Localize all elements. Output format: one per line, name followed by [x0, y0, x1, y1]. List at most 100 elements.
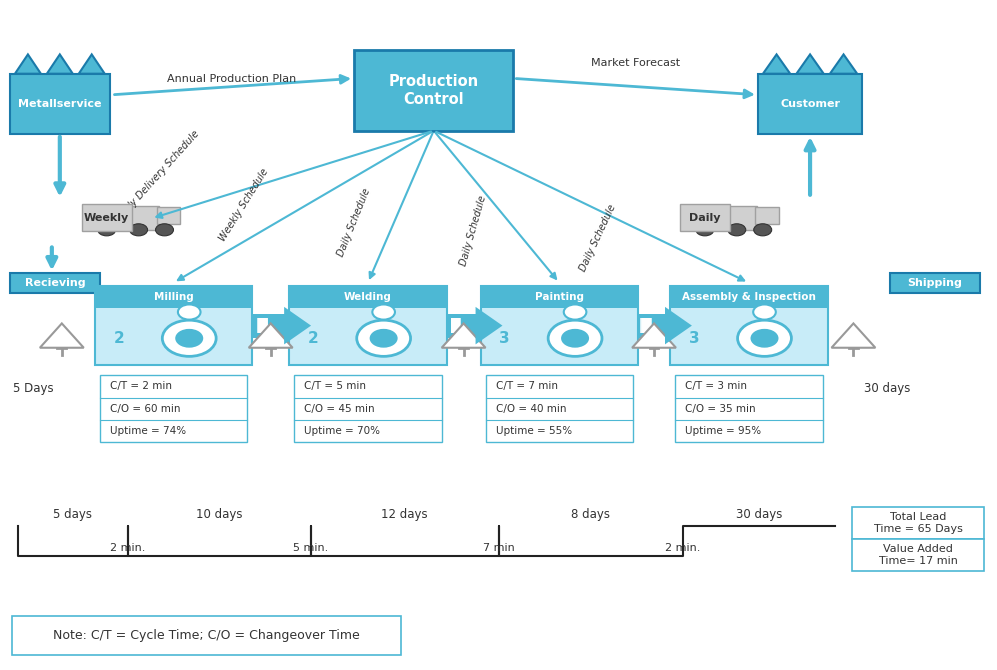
Polygon shape [763, 54, 791, 74]
Text: C/O = 45 min: C/O = 45 min [304, 404, 375, 413]
FancyBboxPatch shape [852, 539, 984, 571]
Polygon shape [476, 307, 502, 344]
FancyBboxPatch shape [258, 318, 267, 333]
Text: Annual Production Plan: Annual Production Plan [167, 74, 296, 84]
Text: C/O = 40 min: C/O = 40 min [496, 404, 566, 413]
Circle shape [130, 224, 148, 236]
FancyBboxPatch shape [670, 286, 828, 308]
FancyBboxPatch shape [12, 616, 401, 655]
Text: Shipping: Shipping [907, 279, 963, 288]
Circle shape [751, 329, 779, 348]
Text: 3: 3 [499, 331, 509, 346]
Circle shape [357, 320, 411, 356]
FancyBboxPatch shape [643, 318, 652, 333]
Text: Painting: Painting [534, 291, 584, 302]
Text: 7 min: 7 min [483, 543, 514, 553]
Text: 2 min.: 2 min. [665, 543, 701, 553]
Text: 3: 3 [689, 331, 699, 346]
Text: Welding: Welding [344, 291, 392, 302]
FancyBboxPatch shape [640, 318, 649, 333]
FancyBboxPatch shape [641, 318, 650, 333]
FancyBboxPatch shape [638, 314, 670, 338]
Circle shape [177, 304, 200, 320]
FancyBboxPatch shape [10, 74, 110, 134]
Text: Daily: Daily [689, 213, 721, 222]
Text: Weekly Schedule: Weekly Schedule [217, 166, 271, 243]
Circle shape [372, 304, 395, 320]
Circle shape [753, 304, 776, 320]
Text: 5 Days: 5 Days [13, 383, 53, 395]
Polygon shape [442, 324, 486, 348]
FancyBboxPatch shape [447, 314, 481, 338]
FancyBboxPatch shape [289, 286, 447, 308]
Text: Production
Control: Production Control [389, 74, 479, 107]
Text: Customer: Customer [780, 99, 840, 109]
Text: 2: 2 [308, 331, 318, 346]
Text: 12 days: 12 days [382, 508, 428, 521]
FancyBboxPatch shape [680, 204, 730, 231]
Text: Market Forecast: Market Forecast [591, 58, 680, 68]
Circle shape [370, 329, 398, 348]
Text: C/T = 5 min: C/T = 5 min [304, 381, 366, 391]
Polygon shape [15, 54, 41, 74]
Text: Daily Schedule: Daily Schedule [578, 203, 618, 273]
FancyBboxPatch shape [481, 286, 638, 308]
Text: C/O = 60 min: C/O = 60 min [110, 404, 180, 413]
Text: C/O = 35 min: C/O = 35 min [685, 404, 756, 413]
FancyBboxPatch shape [758, 74, 862, 134]
Text: 2 min.: 2 min. [110, 543, 146, 553]
Polygon shape [248, 324, 292, 348]
Text: 8 days: 8 days [571, 508, 610, 521]
Text: 10 days: 10 days [196, 508, 242, 521]
FancyBboxPatch shape [294, 375, 442, 442]
Text: 5 days: 5 days [53, 508, 93, 521]
Text: Weekly: Weekly [84, 213, 130, 222]
FancyBboxPatch shape [259, 318, 267, 333]
Polygon shape [79, 54, 105, 74]
FancyBboxPatch shape [481, 286, 638, 365]
Circle shape [163, 320, 216, 356]
Circle shape [561, 329, 589, 348]
FancyBboxPatch shape [451, 318, 460, 333]
Polygon shape [830, 54, 857, 74]
Text: Daily Schedule: Daily Schedule [459, 195, 489, 267]
FancyBboxPatch shape [10, 273, 100, 293]
Polygon shape [284, 307, 311, 344]
Text: Assembly & Inspection: Assembly & Inspection [682, 291, 816, 302]
Text: Weekly Delivery Schedule: Weekly Delivery Schedule [109, 128, 200, 230]
FancyBboxPatch shape [642, 318, 650, 333]
FancyBboxPatch shape [252, 314, 289, 338]
Polygon shape [797, 54, 824, 74]
FancyBboxPatch shape [890, 273, 980, 293]
Circle shape [98, 224, 116, 236]
Text: Uptime = 74%: Uptime = 74% [110, 426, 185, 436]
Text: Uptime = 55%: Uptime = 55% [496, 426, 571, 436]
Text: Uptime = 95%: Uptime = 95% [685, 426, 761, 436]
Text: Uptime = 70%: Uptime = 70% [304, 426, 380, 436]
Text: Note: C/T = Cycle Time; C/O = Changeover Time: Note: C/T = Cycle Time; C/O = Changeover… [53, 629, 360, 643]
Circle shape [563, 304, 586, 320]
FancyBboxPatch shape [675, 375, 823, 442]
Text: 5 min.: 5 min. [293, 543, 329, 553]
FancyBboxPatch shape [257, 318, 267, 333]
Text: Metallservice: Metallservice [18, 99, 102, 109]
Text: 30 days: 30 days [864, 383, 910, 395]
FancyBboxPatch shape [94, 206, 159, 230]
FancyBboxPatch shape [452, 318, 461, 333]
Text: Daily Schedule: Daily Schedule [336, 187, 372, 258]
FancyBboxPatch shape [670, 286, 828, 365]
FancyBboxPatch shape [95, 286, 252, 308]
FancyBboxPatch shape [95, 286, 252, 365]
Text: 30 days: 30 days [736, 508, 783, 521]
Polygon shape [40, 324, 84, 348]
Circle shape [738, 320, 792, 356]
FancyBboxPatch shape [755, 207, 779, 224]
Text: Recieving: Recieving [25, 279, 85, 288]
FancyBboxPatch shape [157, 207, 180, 224]
Text: Value Added
Time= 17 min: Value Added Time= 17 min [878, 544, 958, 565]
Circle shape [175, 329, 203, 348]
FancyBboxPatch shape [100, 375, 247, 442]
Text: C/T = 3 min: C/T = 3 min [685, 381, 747, 391]
Text: C/T = 2 min: C/T = 2 min [110, 381, 171, 391]
Polygon shape [831, 324, 875, 348]
